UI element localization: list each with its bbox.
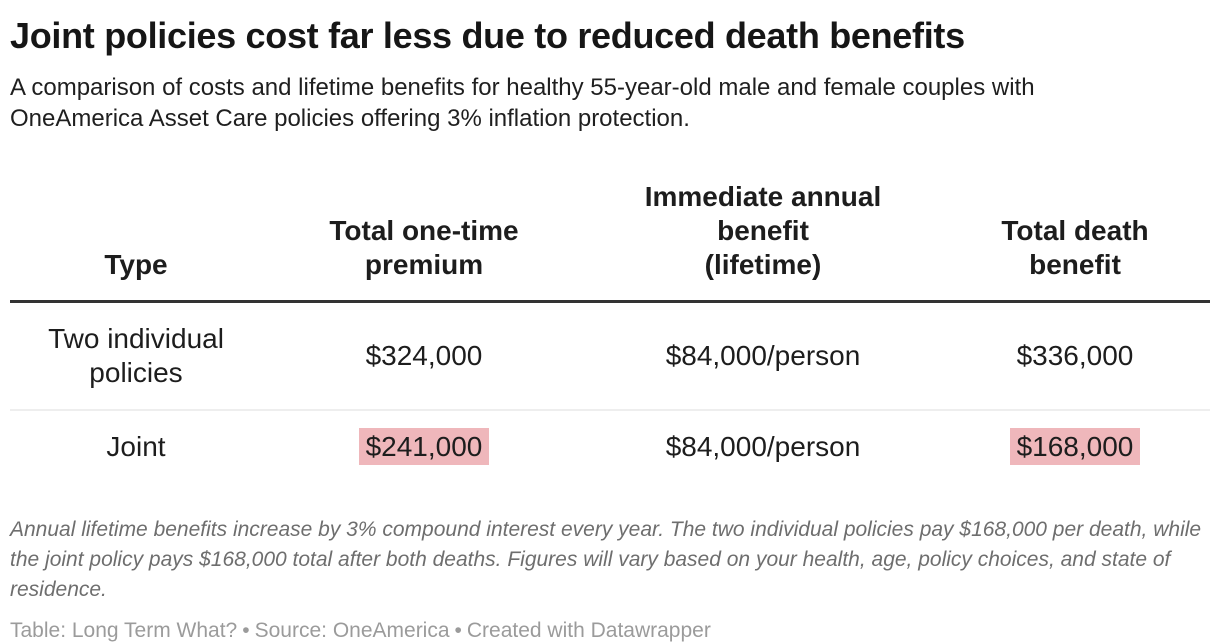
chart-footer: Table: Long Term What? • Source: OneAmeric… (10, 618, 1210, 644)
footer-separator: • (454, 619, 462, 643)
data-table: Type Total one-time premium Immediate an… (10, 172, 1210, 484)
cell-death-benefit: $336,000 (940, 302, 1210, 411)
cell-premium: $241,000 (262, 409, 586, 484)
page-title: Joint policies cost far less due to redu… (10, 15, 965, 56)
cell-value: $324,000 (365, 340, 483, 372)
cell-value: $84,000/person (665, 431, 861, 463)
cell-type: Two individual policies (48, 323, 224, 389)
cell-premium: $324,000 (262, 302, 586, 411)
cell-value-highlighted: $168,000 (1009, 428, 1141, 466)
cell-value-highlighted: $241,000 (358, 428, 490, 466)
column-header-premium: Total one-time premium (262, 172, 586, 304)
datawrapper-attribution: Created with Datawrapper (466, 619, 711, 643)
footer-separator: • (242, 619, 250, 643)
source-credit: Source: OneAmerica (254, 619, 450, 643)
cell-value: $336,000 (1016, 340, 1134, 372)
cell-annual-benefit: $84,000/person (586, 409, 940, 484)
chart-notes: Annual lifetime benefits increase by 3% … (10, 518, 1202, 602)
table-row-two-individual-policies: Two individual policies $324,000 $84,000… (10, 302, 1210, 411)
cell-annual-benefit: $84,000/person (586, 302, 940, 411)
cell-type: Joint (10, 409, 262, 484)
table-header-row: Type Total one-time premium Immediate an… (10, 172, 1210, 304)
column-header-death-benefit: Total death benefit (940, 172, 1210, 304)
cell-death-benefit: $168,000 (940, 409, 1210, 484)
column-header-annual-benefit: Immediate annual benefit (lifetime) (586, 172, 940, 304)
column-header-type: Type (10, 172, 262, 304)
cell-value: $84,000/person (665, 340, 861, 372)
page-subtitle: A comparison of costs and lifetime benef… (10, 74, 1035, 133)
table-row-joint: Joint $241,000 $84,000/person $168,000 (10, 409, 1210, 484)
table-credit: Table: Long Term What? (10, 619, 238, 643)
